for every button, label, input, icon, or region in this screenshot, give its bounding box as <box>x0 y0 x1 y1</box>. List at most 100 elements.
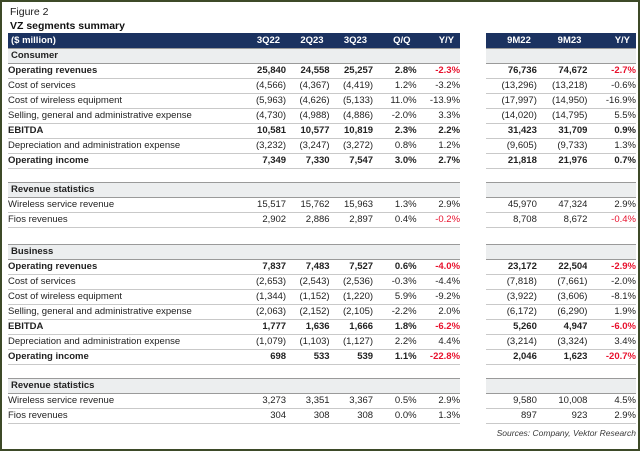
row-value-q: -2.3% <box>416 63 461 79</box>
section-pad <box>242 378 287 394</box>
row-value-q: -0.3% <box>373 274 417 290</box>
spacer-cell <box>373 364 417 379</box>
row-value-ytd: (14,020) <box>486 108 537 124</box>
rule-cell <box>587 423 636 427</box>
spacer-cell <box>329 168 374 183</box>
table-row: Fios revenues 304 308 308 0.0% 1.3% 897 923 2.9% <box>8 408 636 424</box>
row-value-q: (3,232) <box>242 138 287 154</box>
row-value-q: 1.1% <box>373 349 417 365</box>
spacer-row <box>8 231 636 245</box>
spacer-cell <box>416 168 461 183</box>
row-value-q: 0.6% <box>373 259 417 275</box>
section-pad <box>416 244 461 260</box>
row-value-ytd: -2.0% <box>587 274 636 290</box>
spacer-cell <box>286 364 330 379</box>
row-value-q: 0.4% <box>373 212 417 228</box>
row-value-q: 4.4% <box>416 334 461 350</box>
row-value-ytd: (6,172) <box>486 304 537 320</box>
row-value-q: (1,220) <box>329 289 374 305</box>
rule-cell <box>286 227 330 231</box>
row-value-q: 1.3% <box>416 408 461 424</box>
row-value-ytd: 9,580 <box>486 393 537 409</box>
row-value-q: 15,963 <box>329 197 374 213</box>
row-value-q: 5.9% <box>373 289 417 305</box>
row-label: Operating income <box>8 349 243 365</box>
row-value-ytd: 21,818 <box>486 153 537 169</box>
column-gap <box>460 197 487 213</box>
section-pad <box>536 378 588 394</box>
row-value-q: 3,367 <box>329 393 374 409</box>
row-label: Cost of services <box>8 274 243 290</box>
unit-label: ($ million) <box>8 33 243 49</box>
row-value-q: 7,330 <box>286 153 330 169</box>
row-value-ytd: 3.4% <box>587 334 636 350</box>
section-pad <box>587 244 636 260</box>
table-row: Wireless service revenue 3,273 3,351 3,367 0… <box>8 393 636 409</box>
table-row: Selling, general and administrative expe… <box>8 108 636 124</box>
row-label: Operating revenues <box>8 63 243 79</box>
section-pad <box>587 48 636 64</box>
table-row: Depreciation and administration expense(… <box>8 138 636 154</box>
row-value-q: (5,133) <box>329 93 374 109</box>
row-value-q: (1,127) <box>329 334 374 350</box>
spacer-cell <box>460 168 487 183</box>
row-value-ytd: 4,947 <box>536 319 588 335</box>
spacer-cell <box>242 168 287 183</box>
spacer-cell <box>460 231 487 245</box>
section-pad <box>286 244 330 260</box>
rule-cell <box>286 423 330 427</box>
column-gap <box>460 108 487 124</box>
row-value-ytd: 31,423 <box>486 123 537 139</box>
column-header-3q23: 3Q23 <box>329 33 374 49</box>
rule-cell <box>416 227 461 231</box>
section-pad <box>486 48 537 64</box>
row-value-q: 2,897 <box>329 212 374 228</box>
table-row: Cost of wireless equipment (1,344) (1,152)… <box>8 289 636 305</box>
rule-cell <box>536 227 588 231</box>
column-gap <box>460 153 487 169</box>
section-pad <box>416 378 461 394</box>
row-value-q: (1,152) <box>286 289 330 305</box>
column-gap <box>460 319 487 335</box>
section-pad <box>536 182 588 198</box>
section-pad <box>286 182 330 198</box>
row-value-q: -4.0% <box>416 259 461 275</box>
row-value-q: -2.0% <box>373 108 417 124</box>
row-label: Wireless service revenue <box>8 393 243 409</box>
row-value-ytd: 5.5% <box>587 108 636 124</box>
column-gap <box>460 212 487 228</box>
row-value-q: 10,577 <box>286 123 330 139</box>
row-value-q: 1,777 <box>242 319 287 335</box>
row-label: EBITDA <box>8 319 243 335</box>
row-value-q: (2,536) <box>329 274 374 290</box>
row-value-ytd: -2.7% <box>587 63 636 79</box>
spacer-cell <box>8 231 243 245</box>
row-value-q: 1.2% <box>416 138 461 154</box>
table-row: Operating revenues 25,840 24,558 25,257 2.8%… <box>8 63 636 79</box>
column-gap <box>460 274 487 290</box>
column-gap <box>460 63 487 79</box>
section-pad <box>329 48 374 64</box>
table-body: ($ million) 3Q22 2Q23 3Q23 Q/Q Y/Y 9M22 9M23 Y/Y… <box>8 33 636 427</box>
row-value-ytd: 1.9% <box>587 304 636 320</box>
row-value-q: (4,886) <box>329 108 374 124</box>
section-header-row: Consumer <box>8 48 636 64</box>
section-pad <box>587 378 636 394</box>
row-value-q: -2.2% <box>373 304 417 320</box>
spacer-cell <box>536 231 588 245</box>
rule-cell <box>587 227 636 231</box>
row-value-ytd: (9,733) <box>536 138 588 154</box>
section-pad <box>373 48 417 64</box>
spacer-cell <box>373 231 417 245</box>
row-value-q: (4,419) <box>329 78 374 94</box>
row-value-ytd: 2.9% <box>587 408 636 424</box>
spacer-cell <box>416 364 461 379</box>
row-value-q: 2.9% <box>416 393 461 409</box>
row-value-ytd: 1.3% <box>587 138 636 154</box>
row-label: Selling, general and administrative expe… <box>8 108 243 124</box>
rule-cell <box>242 227 287 231</box>
figure-title: VZ segments summary <box>10 20 125 32</box>
row-value-q: 2.9% <box>416 197 461 213</box>
row-value-q: 539 <box>329 349 374 365</box>
